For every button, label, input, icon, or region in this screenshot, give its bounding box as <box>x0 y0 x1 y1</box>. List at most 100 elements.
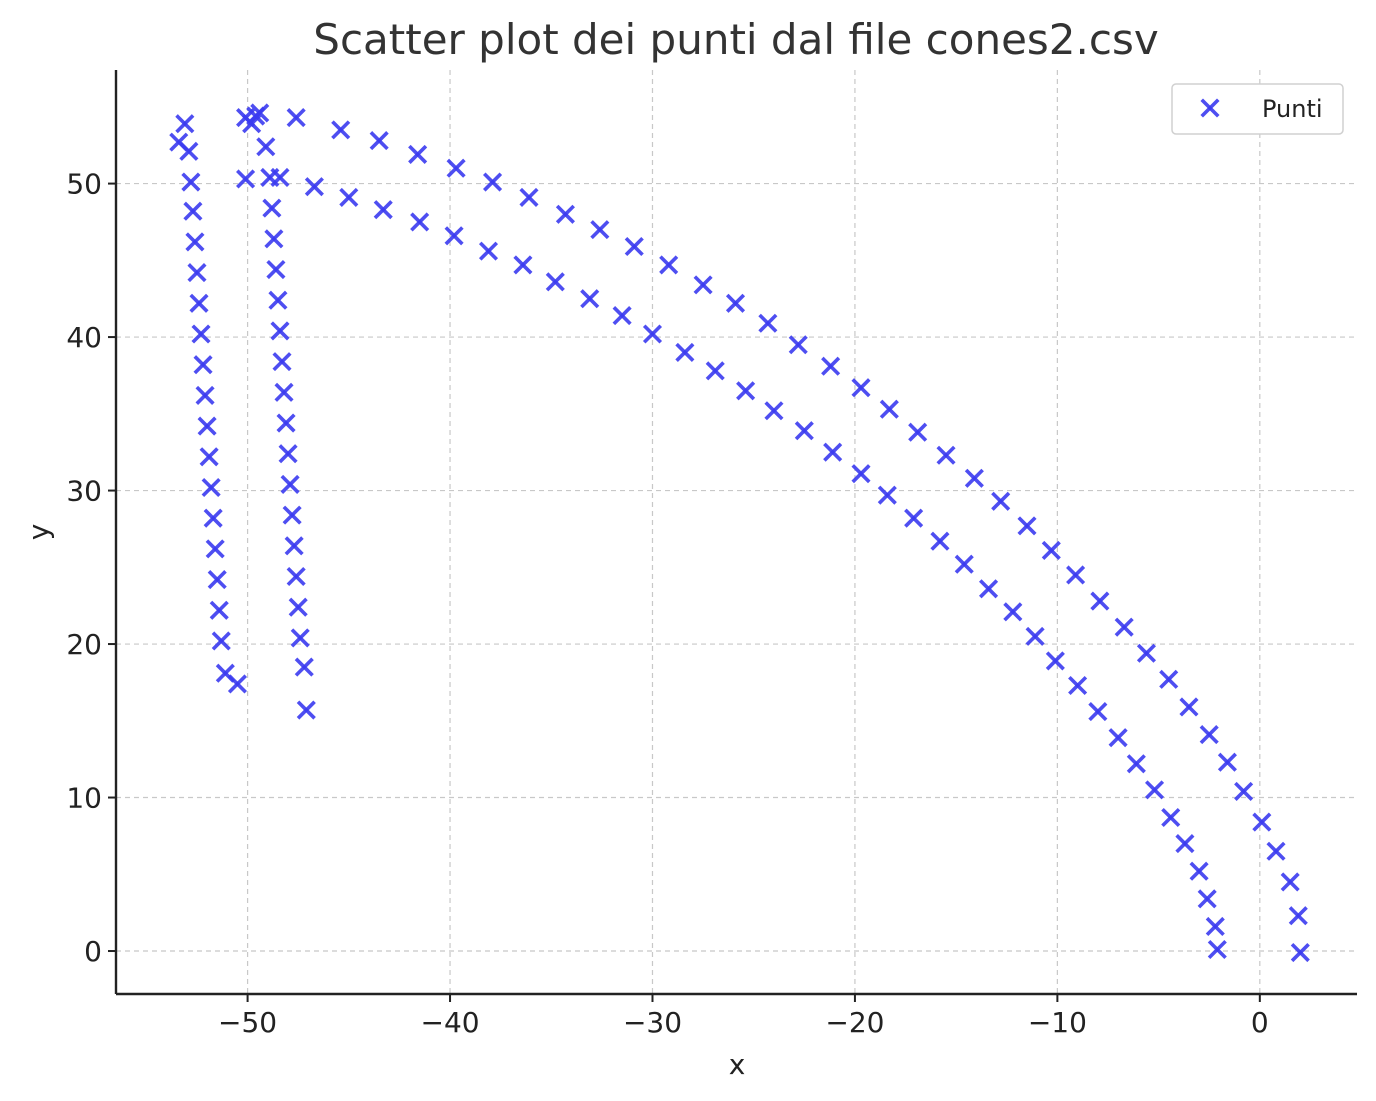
data-point <box>1179 697 1199 717</box>
data-point <box>201 477 221 498</box>
data-point <box>444 226 464 246</box>
data-point <box>580 289 600 309</box>
data-point <box>197 416 217 436</box>
data-point <box>1090 591 1110 611</box>
data-point <box>823 442 843 462</box>
data-point <box>1145 780 1165 800</box>
data-point <box>736 381 756 401</box>
data-point <box>1108 728 1128 748</box>
data-point <box>1290 943 1310 963</box>
data-point <box>1066 565 1086 585</box>
data-point <box>189 293 209 313</box>
data-point <box>236 169 256 189</box>
tick-labels: −50 −40 −30 −20 −10 0 0 10 20 30 40 50 <box>66 168 1268 1039</box>
data-point <box>1159 669 1179 689</box>
data-point <box>284 536 304 556</box>
x-axis-label: x <box>729 1048 746 1081</box>
data-point <box>1136 643 1157 663</box>
gridlines <box>116 70 1357 994</box>
data-point <box>1217 752 1237 772</box>
y-tick-label: 0 <box>84 935 102 968</box>
data-point <box>1234 781 1254 801</box>
data-point <box>954 554 974 574</box>
data-point <box>1088 702 1108 722</box>
data-point <box>373 200 393 220</box>
data-point <box>339 187 359 207</box>
data-point <box>227 674 248 694</box>
data-point <box>209 600 229 620</box>
data-point <box>203 508 223 528</box>
data-point <box>1025 626 1045 646</box>
legend-marker <box>1200 98 1220 118</box>
data-point <box>268 290 288 310</box>
data-point <box>410 212 430 232</box>
y-tick-label: 40 <box>66 321 102 354</box>
data-point <box>851 464 871 484</box>
data-point <box>288 597 308 617</box>
data-point <box>264 229 284 249</box>
data-point <box>1126 754 1146 774</box>
data-point <box>555 204 575 224</box>
x-tick-label: −20 <box>825 1006 884 1039</box>
data-point <box>1017 516 1037 536</box>
data-point <box>262 198 282 218</box>
data-point <box>659 255 679 275</box>
data-point <box>191 324 211 344</box>
data-point <box>624 236 644 257</box>
data-point <box>270 167 290 187</box>
data-point <box>758 313 778 333</box>
data-point <box>1045 651 1065 671</box>
data-point <box>296 700 316 720</box>
y-tick-label: 30 <box>66 475 102 508</box>
data-point <box>276 413 296 433</box>
data-point <box>331 120 351 140</box>
data-point <box>1252 812 1272 832</box>
data-point <box>879 399 899 419</box>
data-point <box>175 114 195 134</box>
data-point <box>290 628 310 648</box>
data-point <box>1207 939 1227 960</box>
axes <box>114 70 1357 996</box>
data-point <box>1003 602 1023 622</box>
data-point <box>519 187 539 207</box>
data-point <box>211 631 231 651</box>
data-point <box>1199 725 1219 745</box>
x-tick-label: −40 <box>420 1006 479 1039</box>
data-point <box>877 485 897 505</box>
data-point <box>193 355 213 375</box>
data-point <box>936 445 956 465</box>
data-point <box>278 444 298 464</box>
data-point <box>979 579 999 599</box>
data-point <box>642 324 663 344</box>
data-point <box>199 447 219 467</box>
data-point <box>675 342 695 362</box>
data-point <box>1161 807 1181 828</box>
legend-box <box>1171 83 1344 135</box>
x-tick-label: 0 <box>1251 1006 1269 1039</box>
data-point <box>1175 834 1195 854</box>
data-point <box>821 356 841 376</box>
data-point <box>304 177 324 197</box>
data-point <box>908 422 928 442</box>
x-tick-label: −50 <box>218 1006 277 1039</box>
data-point <box>205 539 225 559</box>
data-point <box>266 259 286 280</box>
data-points <box>169 103 1310 963</box>
chart-title: Scatter plot dei punti dal file cones2.c… <box>313 15 1158 64</box>
data-point <box>286 566 306 587</box>
data-point <box>1114 617 1134 637</box>
data-point <box>408 144 428 164</box>
data-point <box>1197 889 1217 909</box>
data-point <box>195 385 215 405</box>
data-point <box>478 241 499 261</box>
data-point <box>513 255 533 275</box>
data-point <box>904 508 924 528</box>
data-point <box>612 306 632 326</box>
x-tick-label: −10 <box>1028 1006 1087 1039</box>
data-point <box>1280 872 1300 892</box>
data-point <box>187 263 207 283</box>
data-point <box>274 382 294 402</box>
data-point <box>545 272 565 292</box>
data-point <box>286 108 306 128</box>
